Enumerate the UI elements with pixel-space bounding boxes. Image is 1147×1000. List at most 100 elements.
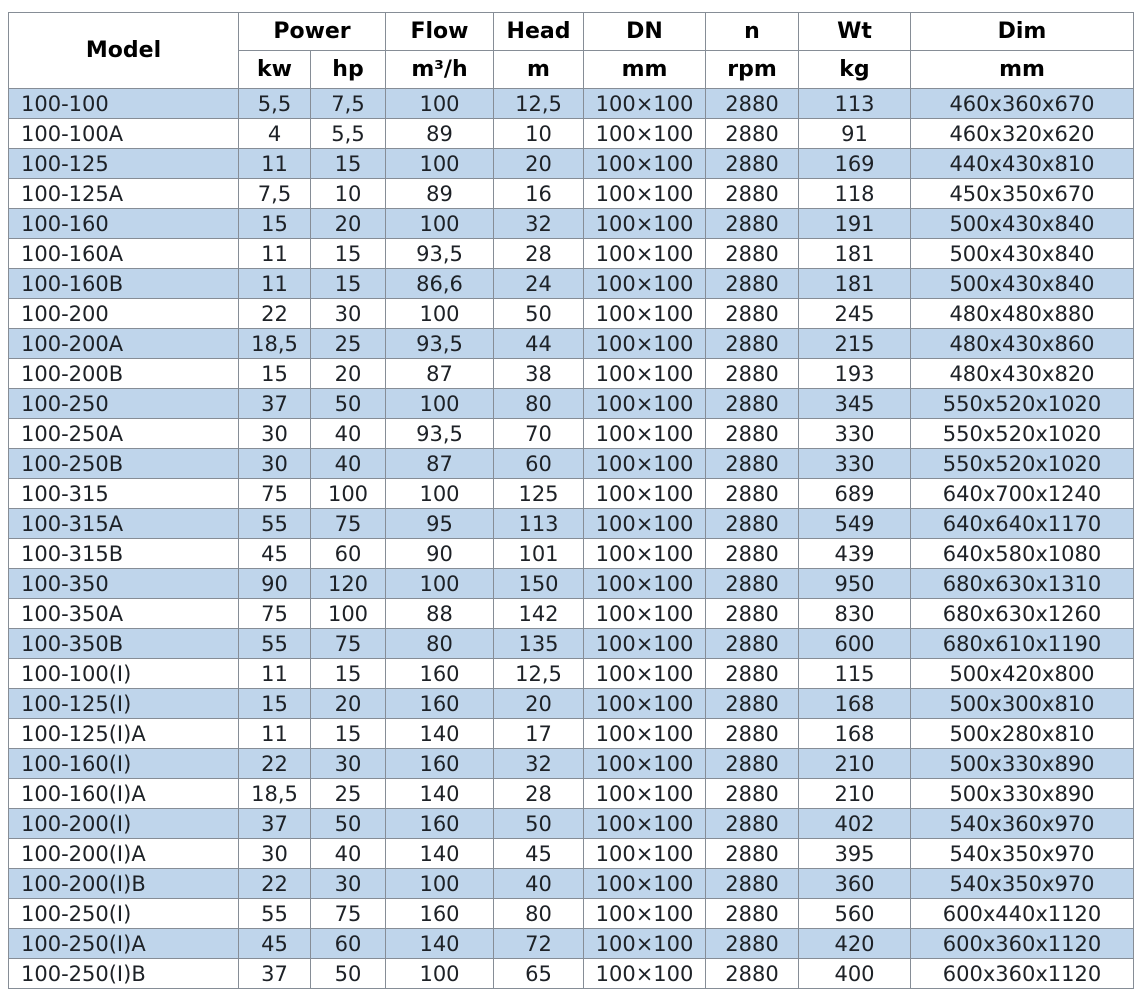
hp-cell: 60 xyxy=(310,538,386,569)
n-cell: 2880 xyxy=(705,358,799,389)
flow-cell: 160 xyxy=(385,808,494,839)
wt-cell: 345 xyxy=(798,388,911,419)
dim-cell: 680x630x1260 xyxy=(910,598,1134,629)
kw-cell: 15 xyxy=(238,208,311,239)
kw-cell: 37 xyxy=(238,958,311,989)
model-cell: 100-200(I) xyxy=(8,808,239,839)
head-cell: 50 xyxy=(493,298,584,329)
n-cell: 2880 xyxy=(705,178,799,209)
model-cell: 100-200B xyxy=(8,358,239,389)
wt-cell: 91 xyxy=(798,118,911,149)
flow-cell: 89 xyxy=(385,178,494,209)
dn-cell: 100×100 xyxy=(583,268,706,299)
dn-cell: 100×100 xyxy=(583,388,706,419)
n-cell: 2880 xyxy=(705,688,799,719)
flow-cell: 100 xyxy=(385,88,494,119)
unit-wt: kg xyxy=(798,50,911,89)
wt-cell: 113 xyxy=(798,88,911,119)
wt-cell: 600 xyxy=(798,628,911,659)
dim-cell: 600x440x1120 xyxy=(910,898,1134,929)
hp-cell: 20 xyxy=(310,208,386,239)
dim-cell: 550x520x1020 xyxy=(910,448,1134,479)
head-cell: 72 xyxy=(493,928,584,959)
unit-dim: mm xyxy=(910,50,1134,89)
model-cell: 100-160(I)A xyxy=(8,778,239,809)
dn-cell: 100×100 xyxy=(583,88,706,119)
n-cell: 2880 xyxy=(705,328,799,359)
wt-cell: 118 xyxy=(798,178,911,209)
head-cell: 16 xyxy=(493,178,584,209)
pump-spec-table: Model Power Flow Head DN n Wt Dim kw hp … xyxy=(8,12,1134,989)
flow-cell: 80 xyxy=(385,628,494,659)
dn-cell: 100×100 xyxy=(583,538,706,569)
kw-cell: 45 xyxy=(238,538,311,569)
table-row: 100-160(I) 22 30 160 32 100×100 2880 210 500x330… xyxy=(8,748,1134,779)
model-cell: 100-315 xyxy=(8,478,239,509)
flow-cell: 160 xyxy=(385,748,494,779)
n-cell: 2880 xyxy=(705,388,799,419)
hp-cell: 25 xyxy=(310,778,386,809)
dim-cell: 480x430x860 xyxy=(910,328,1134,359)
model-cell: 100-125 xyxy=(8,148,239,179)
table-row: 100-200A 18,5 25 93,5 44 100×100 2880 215 480x43… xyxy=(8,328,1134,359)
col-header-wt: Wt xyxy=(798,12,911,51)
kw-cell: 18,5 xyxy=(238,328,311,359)
head-cell: 80 xyxy=(493,388,584,419)
head-cell: 135 xyxy=(493,628,584,659)
flow-cell: 93,5 xyxy=(385,328,494,359)
hp-cell: 30 xyxy=(310,868,386,899)
model-cell: 100-200(I)B xyxy=(8,868,239,899)
model-cell: 100-125A xyxy=(8,178,239,209)
kw-cell: 55 xyxy=(238,898,311,929)
kw-cell: 15 xyxy=(238,688,311,719)
flow-cell: 95 xyxy=(385,508,494,539)
dn-cell: 100×100 xyxy=(583,958,706,989)
model-cell: 100-125(I)A xyxy=(8,718,239,749)
wt-cell: 181 xyxy=(798,238,911,269)
hp-cell: 120 xyxy=(310,568,386,599)
hp-cell: 30 xyxy=(310,748,386,779)
dim-cell: 540x350x970 xyxy=(910,868,1134,899)
dn-cell: 100×100 xyxy=(583,328,706,359)
table-row: 100-250(I)A 45 60 140 72 100×100 2880 420 600x36… xyxy=(8,928,1134,959)
hp-cell: 15 xyxy=(310,238,386,269)
model-cell: 100-200(I)A xyxy=(8,838,239,869)
flow-cell: 140 xyxy=(385,928,494,959)
flow-cell: 160 xyxy=(385,658,494,689)
dim-cell: 640x580x1080 xyxy=(910,538,1134,569)
head-cell: 70 xyxy=(493,418,584,449)
n-cell: 2880 xyxy=(705,88,799,119)
model-cell: 100-250(I)A xyxy=(8,928,239,959)
n-cell: 2880 xyxy=(705,568,799,599)
dn-cell: 100×100 xyxy=(583,658,706,689)
col-header-dn: DN xyxy=(583,12,706,51)
unit-kw: kw xyxy=(238,50,311,89)
dn-cell: 100×100 xyxy=(583,688,706,719)
head-cell: 24 xyxy=(493,268,584,299)
dn-cell: 100×100 xyxy=(583,628,706,659)
model-cell: 100-100A xyxy=(8,118,239,149)
flow-cell: 89 xyxy=(385,118,494,149)
dn-cell: 100×100 xyxy=(583,838,706,869)
table-row: 100-125(I) 15 20 160 20 100×100 2880 168 500x300… xyxy=(8,688,1134,719)
head-cell: 38 xyxy=(493,358,584,389)
dim-cell: 500x430x840 xyxy=(910,268,1134,299)
wt-cell: 193 xyxy=(798,358,911,389)
head-cell: 125 xyxy=(493,478,584,509)
dn-cell: 100×100 xyxy=(583,478,706,509)
wt-cell: 549 xyxy=(798,508,911,539)
kw-cell: 4 xyxy=(238,118,311,149)
n-cell: 2880 xyxy=(705,718,799,749)
model-cell: 100-315B xyxy=(8,538,239,569)
flow-cell: 140 xyxy=(385,778,494,809)
n-cell: 2880 xyxy=(705,208,799,239)
dn-cell: 100×100 xyxy=(583,718,706,749)
model-cell: 100-250A xyxy=(8,418,239,449)
kw-cell: 30 xyxy=(238,838,311,869)
head-cell: 65 xyxy=(493,958,584,989)
head-cell: 80 xyxy=(493,898,584,929)
flow-cell: 88 xyxy=(385,598,494,629)
col-header-dim: Dim xyxy=(910,12,1134,51)
kw-cell: 30 xyxy=(238,418,311,449)
